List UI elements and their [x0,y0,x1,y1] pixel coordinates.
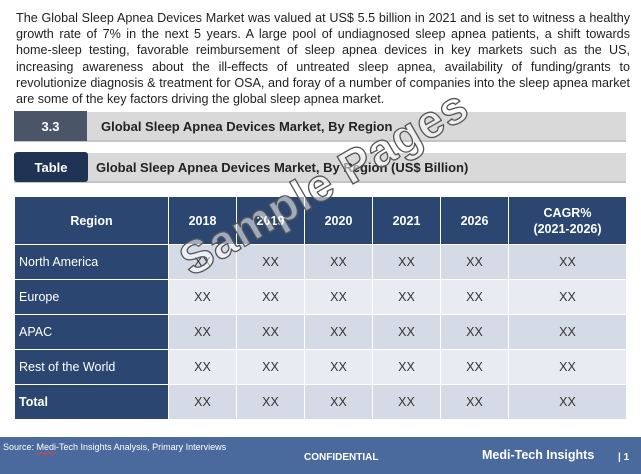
confidential-label: CONFIDENTIAL [304,452,379,463]
source-rest: -Tech Insights Analysis, Primary Intervi… [56,442,227,452]
table-caption-title: Global Sleep Apnea Devices Market, By Re… [96,159,469,175]
row-label: Rest of the World [14,349,169,385]
section-title: Global Sleep Apnea Devices Market, By Re… [101,118,393,134]
table-cell: XX [168,279,237,315]
page-number: | 1 [618,452,630,463]
section-number: 3.3 [14,111,87,141]
table-header-row: Region 2018 2019 2020 2021 2026 CAGR% (2… [14,196,627,245]
brand-name: Medi-Tech Insights [482,448,595,462]
table-cell: XX [508,314,627,350]
table-cell: XX [304,384,373,420]
table-cell: XX [168,244,237,280]
table-cell: XX [236,384,305,420]
header-2020: 2020 [304,196,373,245]
row-label-total: Total [14,384,169,420]
header-2026: 2026 [440,196,509,245]
table-row: Rest of the World XX XX XX XX XX XX [14,349,627,385]
header-2019: 2019 [236,196,305,245]
section-header: 3.3 Global Sleep Apnea Devices Market, B… [14,111,626,142]
table-cell: XX [236,279,305,315]
table-cell: XX [304,279,373,315]
row-label: North America [14,244,169,280]
table-row: APAC XX XX XX XX XX XX [14,314,627,350]
table-cell: XX [440,314,509,350]
table-cell: XX [440,384,509,420]
table-cell: XX [508,349,627,385]
table-row: North America XX XX XX XX XX XX [14,244,627,280]
table-cell: XX [440,279,509,315]
table-cell: XX [440,244,509,280]
intro-paragraph: The Global Sleep Apnea Devices Market wa… [16,11,630,107]
table-tag: Table [14,152,88,182]
source-prefix: Source: [3,442,37,452]
table-cell: XX [168,349,237,385]
table-row: Europe XX XX XX XX XX XX [14,279,627,315]
header-region: Region [14,196,169,245]
market-table: Region 2018 2019 2020 2021 2026 CAGR% (2… [14,196,627,420]
source-brand: Medi [36,442,57,452]
table-cell: XX [372,244,441,280]
table-cell: XX [304,314,373,350]
table-cell: XX [304,244,373,280]
table-cell: XX [168,384,237,420]
table-cell: XX [372,349,441,385]
table-cell: XX [236,349,305,385]
table-cell: XX [372,384,441,420]
page-footer: Source: Medi-Tech Insights Analysis, Pri… [0,437,641,474]
table-cell: XX [372,314,441,350]
table-cell: XX [304,349,373,385]
header-cagr: CAGR% (2021-2026) [508,196,627,245]
table-cell: XX [236,244,305,280]
table-cell: XX [508,279,627,315]
table-cell: XX [168,314,237,350]
table-caption-bar: Table Global Sleep Apnea Devices Market,… [14,152,626,183]
row-label: APAC [14,314,169,350]
table-cell: XX [508,384,627,420]
table-cell: XX [236,314,305,350]
header-2018: 2018 [168,196,237,245]
source-note: Source: Medi-Tech Insights Analysis, Pri… [3,442,226,452]
row-label: Europe [14,279,169,315]
table-cell: XX [372,279,441,315]
header-2021: 2021 [372,196,441,245]
table-row-total: Total XX XX XX XX XX XX [14,384,627,420]
table-cell: XX [508,244,627,280]
table-cell: XX [440,349,509,385]
header-cagr-label: CAGR% [543,205,592,220]
header-cagr-period: (2021-2026) [533,221,602,236]
